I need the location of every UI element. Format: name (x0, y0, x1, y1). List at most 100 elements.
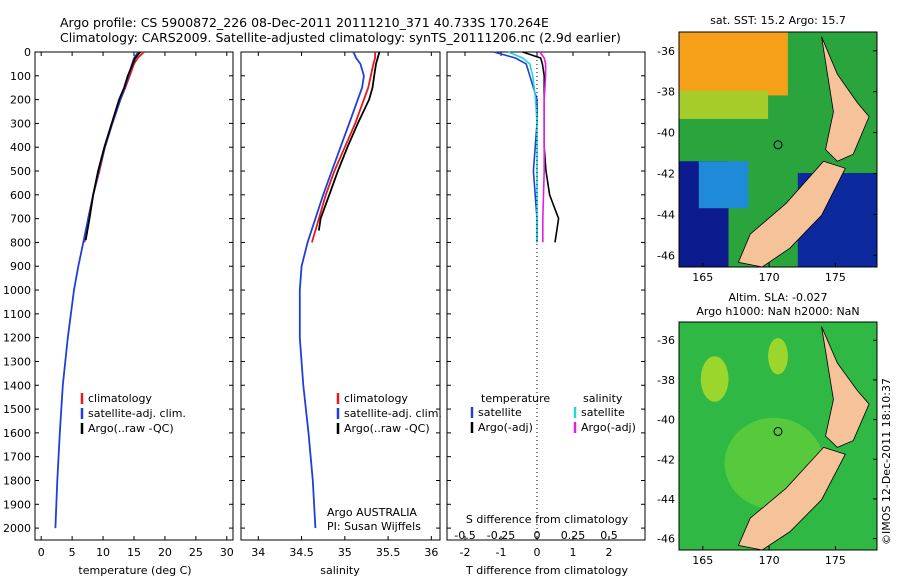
map-y-tick-label: -46 (657, 533, 675, 546)
map-y-tick-label: -36 (657, 334, 675, 347)
depth-tick-label: 100 (10, 70, 31, 83)
map-y-tick-label: -40 (657, 127, 675, 140)
depth-tick-label: 800 (10, 236, 31, 249)
temperature-series (54, 51, 140, 529)
difference-series (507, 51, 538, 243)
x-tick-label: 25 (189, 546, 203, 559)
sst-warm-patch (679, 32, 788, 96)
x-tick-label: 20 (158, 546, 172, 559)
map-y-tick-label: -36 (657, 45, 675, 58)
temperature-legend-label: satellite-adj. clim. (88, 407, 186, 420)
x-tick-label: 5 (69, 546, 76, 559)
depth-tick-label: 1500 (3, 403, 31, 416)
map-y-tick-label: -42 (657, 167, 675, 180)
argo-location-marker (773, 140, 783, 150)
tdiff-xlabel: T difference from climatology (466, 564, 628, 577)
x-tick-label: 30 (220, 546, 234, 559)
x-tick-label: -2 (460, 546, 471, 559)
diff-sal-legend-label: Argo(-adj) (581, 421, 636, 434)
north-island (821, 36, 870, 162)
sla-patch (700, 356, 729, 402)
north-island (821, 326, 870, 448)
salinity-series (311, 52, 377, 243)
salinity-xlabel: salinity (320, 564, 360, 577)
sdiff-tick-label: -0.5 (454, 529, 475, 542)
x-tick-label: 35 (338, 546, 352, 559)
depth-tick-label: 400 (10, 141, 31, 154)
sla-map-title-line1: Altim. SLA: -0.027 (728, 291, 828, 304)
difference-series (539, 51, 547, 243)
depth-tick-label: 1200 (3, 332, 31, 345)
sst-yellow-patch (679, 90, 769, 119)
x-tick-label: 35.5 (376, 546, 401, 559)
map-x-tick-label: 165 (692, 271, 713, 284)
figure-title-line2: Climatology: CARS2009. Satellite-adjuste… (60, 30, 621, 45)
diff-sal-legend-label: satellite (581, 406, 625, 419)
depth-tick-label: 1600 (3, 427, 31, 440)
panel-frame-2 (240, 51, 441, 541)
figure-title-line1: Argo profile: CS 5900872_226 08-Dec-2011… (60, 15, 549, 30)
x-tick-label: 36 (424, 546, 438, 559)
x-tick-label: 15 (127, 546, 141, 559)
x-tick-label: 34 (251, 546, 265, 559)
map-x-tick-label: 170 (759, 554, 780, 567)
depth-tick-label: 1000 (3, 284, 31, 297)
temperature-xlabel: temperature (deg C) (78, 564, 192, 577)
map-frame (678, 321, 878, 551)
salinity-series (298, 51, 365, 529)
argo-annotation-line1: Argo AUSTRALIA (327, 506, 417, 519)
diff-temp-legend-label: satellite (478, 406, 522, 419)
sla-map (678, 321, 878, 551)
map-x-tick-label: 175 (825, 271, 846, 284)
temperature-legend-label: Argo(..raw -QC) (88, 422, 174, 435)
x-tick-label: 0 (534, 546, 541, 559)
argo-annotation-line2: PI: Susan Wijffels (327, 520, 421, 533)
map-y-tick-label: -42 (657, 453, 675, 466)
depth-tick-label: 2000 (3, 522, 31, 535)
sst-map-title: sat. SST: 15.2 Argo: 15.7 (710, 14, 846, 27)
x-tick-label: 1 (570, 546, 577, 559)
depth-tick-label: 1800 (3, 474, 31, 487)
argo-location-marker (773, 426, 783, 436)
diff-legend-sal-header: salinity (583, 392, 623, 405)
panel-frame-3 (446, 51, 646, 541)
temperature-legend-label: climatology (88, 392, 152, 405)
x-tick-label: -1 (496, 546, 507, 559)
map-frame (678, 31, 878, 268)
x-tick-label: 34.5 (289, 546, 314, 559)
depth-tick-label: 900 (10, 260, 31, 273)
map-y-tick-label: -44 (657, 493, 675, 506)
depth-tick-label: 1400 (3, 379, 31, 392)
x-tick-label: 0 (38, 546, 45, 559)
map-y-tick-label: -40 (657, 414, 675, 427)
map-y-tick-label: -38 (657, 374, 675, 387)
depth-tick-label: 700 (10, 213, 31, 226)
depth-tick-label: 1300 (3, 355, 31, 368)
diff-legend-temp-header: temperature (481, 392, 550, 405)
temperature-series (84, 51, 141, 241)
salinity-legend-label: Argo(..raw -QC) (344, 422, 430, 435)
depth-tick-label: 600 (10, 189, 31, 202)
sst-map (678, 31, 878, 268)
x-tick-label: 10 (96, 546, 110, 559)
salinity-legend-label: climatology (344, 392, 408, 405)
depth-tick-label: 500 (10, 165, 31, 178)
map-x-tick-label: 175 (825, 554, 846, 567)
sla-map-title-line2: Argo h1000: NaN h2000: NaN (696, 305, 860, 318)
sdiff-tick-label: 0.5 (600, 529, 618, 542)
difference-series (522, 51, 560, 243)
sdiff-tick-label: 0 (534, 529, 541, 542)
sdiff-tick-label: -0.25 (487, 529, 515, 542)
diff-temp-legend-label: Argo(-adj) (478, 421, 533, 434)
map-x-tick-label: 170 (759, 271, 780, 284)
imos-credit: ©IMOS 12-Dec-2011 18:10:37 (880, 378, 893, 545)
depth-tick-label: 0 (24, 46, 31, 59)
sdiff-tick-label: 0.25 (561, 529, 586, 542)
depth-tick-label: 300 (10, 117, 31, 130)
difference-series (493, 51, 538, 243)
panel-frame-1 (34, 51, 234, 541)
map-y-tick-label: -44 (657, 208, 675, 221)
map-y-tick-label: -46 (657, 249, 675, 262)
x-tick-label: 2 (606, 546, 613, 559)
